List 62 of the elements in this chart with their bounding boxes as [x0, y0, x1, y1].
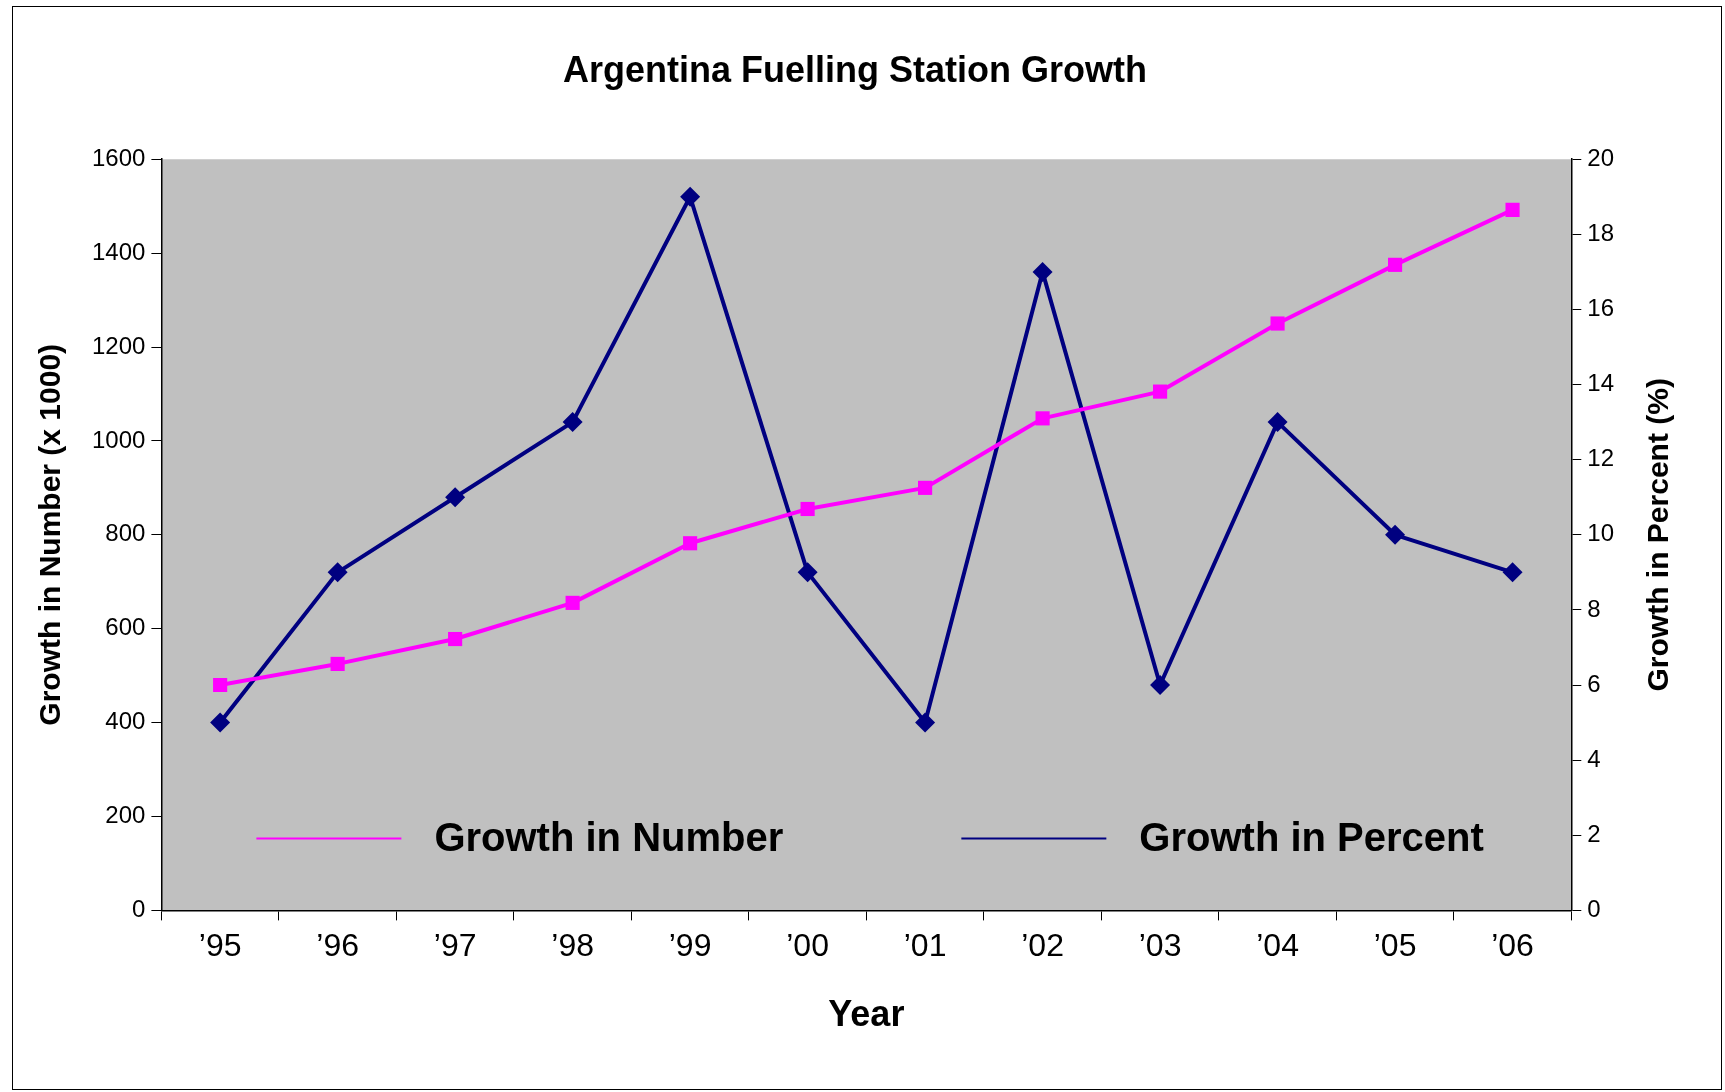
chart-title: Argentina Fuelling Station Growth: [563, 48, 1147, 90]
point: [1502, 562, 1523, 583]
point: [445, 487, 466, 508]
x-axis-title: Year: [828, 993, 905, 1035]
x-tick-label: ’06: [1491, 927, 1534, 964]
x-tick-label: ’98: [551, 927, 594, 964]
y2-tick-label: 18: [1587, 218, 1615, 246]
point: [915, 712, 936, 733]
point: [800, 501, 815, 517]
x-tick-label: ’95: [198, 927, 242, 964]
y2-tick-label: 12: [1587, 444, 1615, 472]
point: [683, 536, 698, 551]
y-tick-label: 200: [105, 801, 146, 829]
point: [327, 562, 348, 583]
x-tick-label: ’97: [433, 927, 477, 964]
y-tick-label: 1200: [92, 331, 146, 359]
point: [1150, 675, 1171, 696]
point: [1505, 202, 1520, 217]
point: [562, 412, 583, 433]
y2-tick-label: 20: [1587, 143, 1615, 171]
legend-label: Growth in Number: [434, 815, 784, 860]
y-tick-label: 600: [105, 613, 146, 641]
x-tick-label: ’00: [786, 927, 829, 964]
point: [330, 656, 345, 671]
x-tick-label: ’96: [316, 927, 359, 964]
y2-tick-label: 2: [1587, 819, 1601, 847]
y2-tick-label: 6: [1587, 669, 1601, 697]
point: [213, 677, 228, 693]
y2-tick-label: 0: [1587, 895, 1601, 923]
point: [1032, 261, 1053, 282]
y2-axis-title: Growth in Percent (%): [1640, 378, 1674, 692]
x-tick-label: ’01: [903, 927, 947, 964]
x-tick-label: ’03: [1138, 927, 1182, 964]
y-tick-label: 1600: [92, 143, 146, 171]
y-tick-label: 1000: [92, 425, 146, 453]
y-axis-title: Growth in Number (x 1000): [33, 343, 67, 726]
point: [1270, 316, 1285, 331]
point: [1153, 384, 1168, 399]
y2-tick-label: 14: [1587, 369, 1615, 397]
y2-tick-label: 16: [1587, 294, 1615, 322]
x-tick-label: ’04: [1256, 927, 1299, 964]
y-tick-label: 1400: [92, 237, 146, 265]
point: [565, 595, 580, 610]
point: [797, 562, 818, 583]
point: [1385, 524, 1406, 545]
legend-label: Growth in Percent: [1139, 815, 1484, 860]
point: [1267, 412, 1288, 433]
y-tick-label: 400: [105, 707, 146, 735]
x-tick-label: ’05: [1373, 927, 1417, 964]
y-tick-label: 800: [105, 519, 146, 547]
point: [680, 186, 701, 207]
y2-tick-label: 4: [1587, 744, 1601, 772]
point: [918, 480, 933, 495]
x-tick-label: ’99: [668, 927, 712, 964]
point: [210, 712, 231, 733]
point: [1387, 257, 1403, 272]
y-tick-label: 0: [132, 895, 146, 923]
x-tick-label: ’02: [1021, 927, 1064, 964]
y2-tick-label: 10: [1587, 519, 1615, 547]
point: [448, 631, 463, 647]
y2-tick-label: 8: [1587, 594, 1601, 622]
point: [1035, 411, 1050, 426]
